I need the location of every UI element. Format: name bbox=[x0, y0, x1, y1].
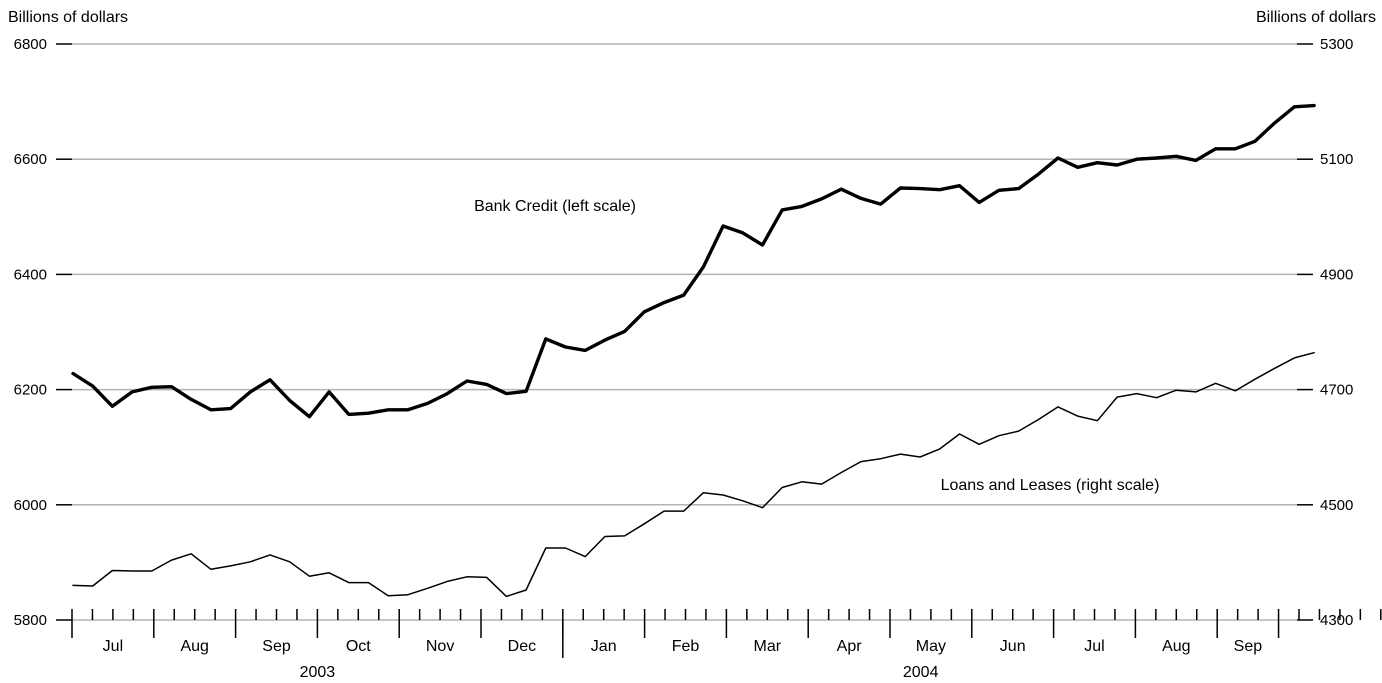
month-label: Feb bbox=[672, 638, 700, 655]
loans-and-leases-line bbox=[72, 351, 1315, 598]
month-label: May bbox=[916, 638, 946, 655]
left-tick-label: 5800 bbox=[14, 612, 47, 629]
right-tick-label: 5300 bbox=[1320, 36, 1353, 53]
month-label: Sep bbox=[262, 638, 291, 655]
month-label: Jun bbox=[1000, 638, 1026, 655]
series-layer bbox=[71, 103, 1316, 598]
left-axis: 5800 6000 6200 6400 6600 6800 bbox=[14, 36, 72, 629]
left-tick-label: 6000 bbox=[14, 497, 47, 514]
year-label: 2004 bbox=[903, 664, 939, 681]
month-label: Aug bbox=[180, 638, 208, 655]
left-tick-label: 6200 bbox=[14, 382, 47, 399]
series-labels: Bank Credit (left scale) Loans and Leases… bbox=[474, 198, 1159, 494]
month-label: Jul bbox=[1084, 638, 1104, 655]
right-tick-label: 4700 bbox=[1320, 382, 1353, 399]
right-tick-label: 4900 bbox=[1320, 266, 1353, 283]
right-tick-label: 4500 bbox=[1320, 497, 1353, 514]
right-tick-label: 5100 bbox=[1320, 151, 1353, 168]
x-axis: Jul Aug Sep Oct Nov Dec Jan Feb Mar Apr May Jun Jul A… bbox=[71, 609, 1382, 681]
bank-credit-label: Bank Credit (left scale) bbox=[474, 198, 636, 215]
right-axis-title: Billions of dollars bbox=[1256, 9, 1376, 26]
month-label: Jul bbox=[103, 638, 123, 655]
loans-and-leases-label: Loans and Leases (right scale) bbox=[941, 477, 1160, 494]
month-label: Aug bbox=[1162, 638, 1190, 655]
month-label: Jan bbox=[591, 638, 617, 655]
right-axis: 4300 4500 4700 4900 5100 5300 bbox=[1297, 36, 1353, 629]
month-label: Oct bbox=[346, 638, 371, 655]
right-tick-label: 4300 bbox=[1320, 612, 1353, 629]
left-axis-title: Billions of dollars bbox=[8, 9, 128, 26]
left-tick-label: 6400 bbox=[14, 266, 47, 283]
left-tick-label: 6800 bbox=[14, 36, 47, 53]
month-label: Apr bbox=[837, 638, 863, 655]
month-label: Nov bbox=[426, 638, 454, 655]
grid-lines bbox=[72, 43, 1297, 621]
month-label: Dec bbox=[508, 638, 536, 655]
bank-credit-line bbox=[71, 103, 1316, 419]
year-label: 2003 bbox=[300, 664, 336, 681]
month-label: Sep bbox=[1234, 638, 1263, 655]
month-label: Mar bbox=[754, 638, 782, 655]
left-tick-label: 6600 bbox=[14, 151, 47, 168]
